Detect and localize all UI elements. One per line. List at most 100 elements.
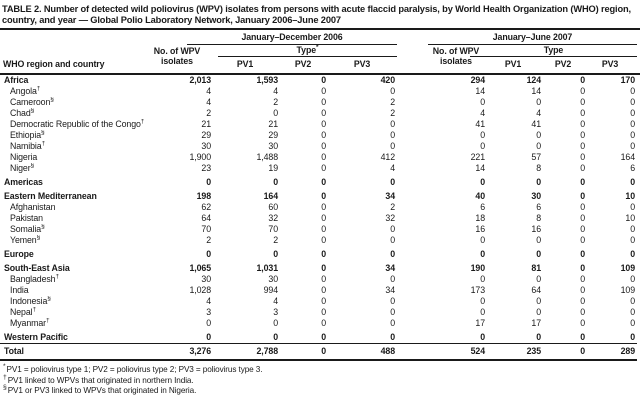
value-cell: 64 — [531, 285, 541, 295]
row-footnote-marker: † — [41, 141, 46, 148]
row-label: Africa — [0, 75, 180, 86]
value-cell: 8 — [536, 213, 541, 223]
value-cell: 0 — [630, 86, 635, 96]
country-row: Myanmar† 0 0 0 0 17 17 0 0 — [0, 318, 637, 329]
footnote-marker: * — [3, 363, 6, 371]
table-body-wrap: Africa 2,013 1,593 0 420 294 124 0 170 Angola† 4 4 0… — [0, 75, 637, 361]
country-row: Cameroon§ 4 2 0 2 0 0 0 0 — [0, 97, 637, 108]
row-label-text: Myanmar — [10, 318, 46, 328]
value-cell: 190 — [470, 263, 485, 273]
value-cell: 420 — [380, 75, 395, 85]
country-row: Afghanistan 62 60 0 2 6 6 0 0 — [0, 202, 637, 213]
value-cell: 0 — [480, 141, 485, 151]
column-group-2006: January–December 2006 — [241, 32, 343, 42]
value-cell: 0 — [536, 332, 541, 342]
value-cell: 0 — [206, 332, 211, 342]
value-cell: 0 — [480, 130, 485, 140]
value-cell: 0 — [580, 285, 585, 295]
value-cell: 16 — [531, 224, 541, 234]
value-cell: 0 — [273, 249, 278, 259]
type-header-2006: Type* — [218, 44, 397, 55]
row-label: Americas — [0, 174, 180, 188]
value-cell: 0 — [321, 263, 326, 273]
row-label: Nepal† — [0, 307, 180, 318]
value-cell: 0 — [321, 285, 326, 295]
value-cell: 0 — [580, 224, 585, 234]
value-cell: 0 — [321, 296, 326, 306]
value-cell: 0 — [321, 274, 326, 284]
country-row: Ethiopia§ 29 29 0 0 0 0 0 0 — [0, 130, 637, 141]
type-footnote-marker: * — [316, 44, 319, 52]
value-cell: 0 — [321, 108, 326, 118]
row-label-text: Niger — [10, 163, 31, 173]
value-cell: 6 — [630, 163, 635, 173]
row-label: India — [0, 285, 180, 296]
type-rule-2007 — [470, 56, 637, 57]
value-cell: 19 — [268, 163, 278, 173]
value-cell: 0 — [630, 202, 635, 212]
row-footnote-marker: † — [36, 86, 41, 93]
row-label-text: Eastern Mediterranean — [4, 191, 97, 201]
isolates-header-2007: No. of WPV isolates — [432, 46, 480, 66]
value-cell: 0 — [630, 224, 635, 234]
value-cell: 0 — [480, 307, 485, 317]
value-cell: 29 — [201, 130, 211, 140]
value-cell: 1,900 — [189, 152, 211, 162]
row-label: Somalia§ — [0, 224, 180, 235]
value-cell: 0 — [321, 224, 326, 234]
value-cell: 6 — [536, 202, 541, 212]
row-label: Chad§ — [0, 108, 180, 119]
value-cell: 0 — [536, 296, 541, 306]
value-cell: 17 — [531, 318, 541, 328]
value-cell: 30 — [268, 141, 278, 151]
group-rule-2007 — [428, 44, 637, 45]
col-header-pv3-2007: PV3 — [601, 59, 619, 69]
value-cell: 3,276 — [180, 343, 213, 359]
value-cell: 14 — [475, 163, 485, 173]
value-cell: 170 — [620, 75, 635, 85]
row-footnote-marker: § — [36, 235, 41, 242]
country-row: Democratic Republic of the Congo† 21 21 0 0 4… — [0, 119, 637, 130]
value-cell: 0 — [630, 177, 635, 187]
value-cell: 0 — [630, 274, 635, 284]
row-label-text: Indonesia — [10, 296, 48, 306]
value-cell: 0 — [480, 235, 485, 245]
region-row: Western Pacific 0 0 0 0 0 0 0 0 — [0, 329, 637, 344]
value-cell: 0 — [630, 318, 635, 328]
value-cell: 32 — [385, 213, 395, 223]
value-cell: 8 — [536, 163, 541, 173]
value-cell: 0 — [321, 119, 326, 129]
value-cell: 124 — [526, 75, 541, 85]
value-cell: 0 — [321, 318, 326, 328]
value-cell: 0 — [390, 130, 395, 140]
value-cell: 60 — [268, 202, 278, 212]
value-cell: 0 — [206, 177, 211, 187]
value-cell: 0 — [206, 318, 211, 328]
row-label-text: Bangladesh — [10, 274, 56, 284]
value-cell: 0 — [480, 296, 485, 306]
value-cell: 4 — [206, 86, 211, 96]
value-cell: 0 — [390, 86, 395, 96]
value-cell: 235 — [487, 343, 543, 359]
row-label-text: Pakistan — [10, 213, 43, 223]
footnote-asterisk: *PV1 = poliovirus type 1; PV2 = poliovir… — [3, 363, 636, 376]
row-label: Nigeria — [0, 152, 180, 163]
row-footnote-marker: † — [55, 274, 59, 281]
value-cell: 34 — [385, 285, 395, 295]
country-row: Chad§ 2 0 0 2 4 4 0 0 — [0, 108, 637, 119]
isolates-header-2006: No. of WPV isolates — [153, 46, 201, 66]
table-body: Africa 2,013 1,593 0 420 294 124 0 170 Angola† 4 4 0… — [0, 75, 637, 359]
footnote-marker: † — [3, 373, 7, 381]
row-label-text: Nigeria — [10, 152, 38, 162]
value-cell: 0 — [630, 97, 635, 107]
country-row: Nigeria 1,900 1,488 0 412 221 57 0 164 — [0, 152, 637, 163]
value-cell: 70 — [201, 224, 211, 234]
value-cell: 0 — [390, 177, 395, 187]
row-label-text: Total — [4, 346, 24, 356]
value-cell: 4 — [390, 163, 395, 173]
value-cell: 0 — [580, 119, 585, 129]
value-cell: 57 — [531, 152, 541, 162]
row-label: Democratic Republic of the Congo† — [0, 119, 180, 130]
value-cell: 4 — [206, 97, 211, 107]
value-cell: 0 — [390, 119, 395, 129]
